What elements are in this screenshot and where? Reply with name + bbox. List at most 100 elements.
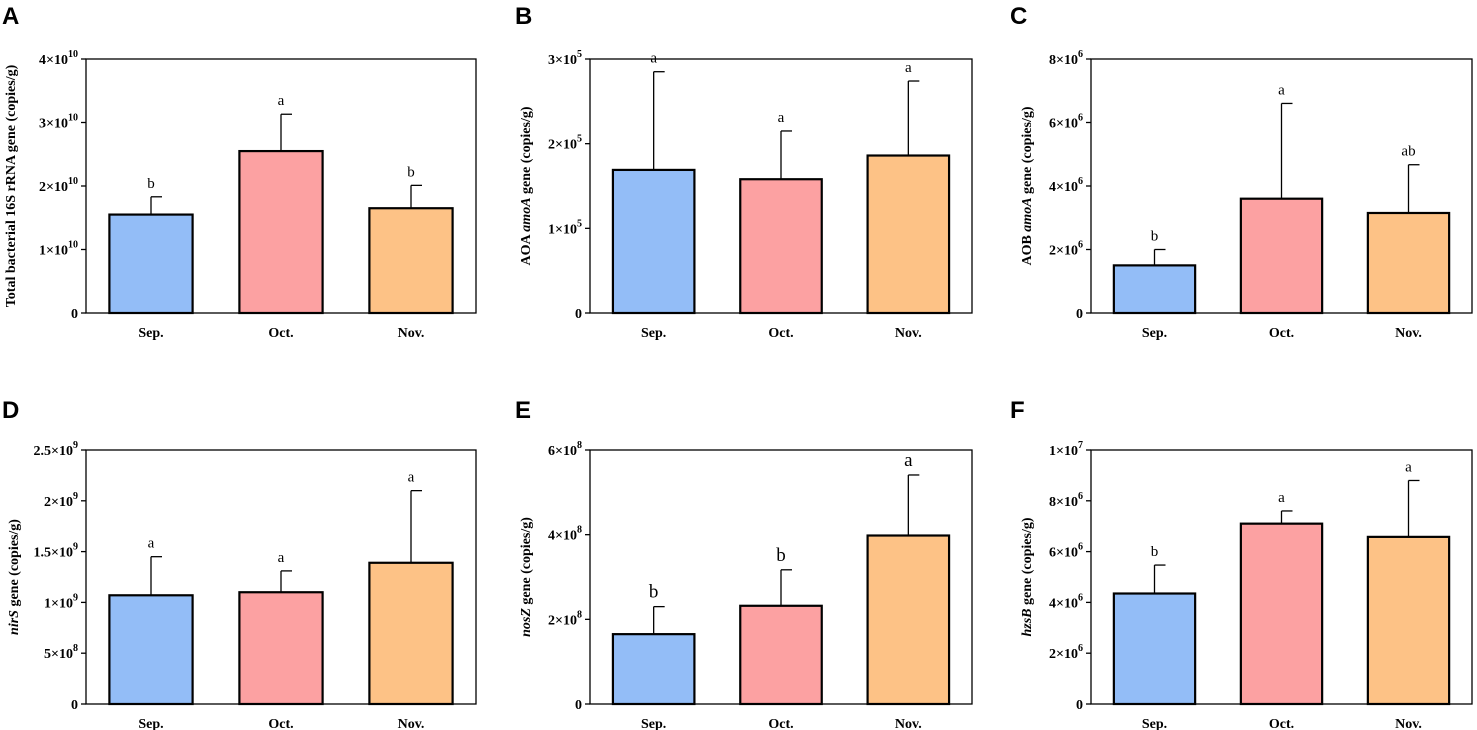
bar-oct (1239, 522, 1324, 706)
y-axis-label: Total bacterial 16S rRNA gene (copies/g) (4, 64, 19, 307)
x-tick-label: Sep. (1142, 717, 1167, 730)
bar-nov (1366, 211, 1451, 315)
chart-panel-e: Eb Sep. b Oct. a Nov. 0 2×108 4×108 6×108 nosZ gen… (515, 397, 973, 730)
y-tick-label: 5×108 (44, 643, 78, 662)
panel-letter: F (1010, 397, 1025, 424)
chart-panel-a: Ab Sep. a Oct. b Nov. 0 1×1010 2×1010 3×1010 4×101… (2, 3, 477, 341)
significance-letter: a (408, 470, 415, 486)
significance-letter: a (278, 93, 285, 109)
y-tick-label: 4×106 (1049, 176, 1083, 195)
y-axis-label: nirS gene (copies/g) (7, 519, 22, 635)
bar-sep (108, 594, 194, 706)
x-tick-label: Oct. (1269, 717, 1294, 730)
panel-letter: A (2, 3, 19, 30)
bar-nov (866, 534, 951, 706)
chart-panel-d: Da Sep. a Oct. a Nov. 0 5×108 1×109 1.5×109 2×109 2… (2, 397, 477, 730)
significance-letter: a (148, 536, 155, 552)
panel-letter: E (515, 397, 531, 424)
significance-letter: a (904, 450, 913, 471)
significance-letter: a (1405, 459, 1412, 475)
y-tick-label: 0 (1076, 698, 1083, 713)
x-tick-label: Sep. (138, 717, 163, 730)
x-tick-label: Nov. (895, 326, 922, 341)
bar-oct (238, 149, 324, 315)
y-tick-label: 1×1010 (39, 240, 78, 259)
bar-oct (1239, 197, 1324, 315)
y-tick-label: 2×105 (548, 134, 582, 153)
bar-sep (611, 168, 696, 315)
significance-letter: ab (1401, 144, 1415, 160)
y-tick-label: 0 (575, 307, 582, 322)
chart-panel-f: Fb Sep. a Oct. a Nov. 0 2×106 4×106 6×106 8×106 1×1… (1010, 397, 1473, 730)
x-tick-label: Sep. (641, 326, 666, 341)
y-tick-label: 4×1010 (39, 49, 78, 68)
y-tick-label: 1.5×109 (34, 542, 78, 561)
y-tick-label: 8×106 (1049, 49, 1083, 68)
significance-letter: b (776, 545, 786, 566)
x-tick-label: Nov. (1395, 717, 1422, 730)
y-tick-label: 1×107 (1049, 440, 1083, 459)
y-tick-label: 6×106 (1049, 542, 1083, 561)
x-tick-label: Oct. (268, 717, 293, 730)
bar-nov (1366, 535, 1451, 706)
y-tick-label: 0 (1076, 307, 1083, 322)
bar-oct (739, 604, 823, 706)
x-tick-label: Oct. (1269, 326, 1294, 341)
y-tick-label: 2×1010 (39, 176, 78, 195)
panel-letter: B (515, 3, 532, 30)
x-tick-label: Oct. (768, 326, 793, 341)
bar-sep (1112, 264, 1197, 315)
significance-letter: a (778, 110, 785, 126)
bar-nov (368, 561, 454, 706)
significance-letter: b (649, 582, 659, 603)
significance-letter: b (147, 176, 155, 192)
bar-oct (238, 591, 324, 706)
y-tick-label: 0 (575, 698, 582, 713)
y-tick-label: 2.5×109 (34, 440, 78, 459)
y-tick-label: 3×1010 (39, 113, 78, 132)
y-tick-label: 2×106 (1049, 240, 1083, 259)
x-tick-label: Sep. (641, 717, 666, 730)
x-tick-label: Oct. (768, 717, 793, 730)
bar-oct (739, 178, 823, 315)
y-tick-label: 3×105 (548, 49, 582, 68)
significance-letter: b (1151, 229, 1159, 245)
plot-frame (589, 58, 973, 314)
significance-letter: b (407, 164, 415, 180)
plot-frame (85, 449, 477, 705)
plot-frame (1090, 449, 1473, 705)
panel-letter: D (2, 397, 19, 424)
y-tick-label: 2×109 (44, 491, 78, 510)
y-tick-label: 1×105 (548, 218, 582, 237)
bar-nov (866, 154, 951, 315)
y-tick-label: 2×108 (548, 609, 582, 628)
significance-letter: a (1278, 490, 1285, 506)
y-axis-label: nosZ gene (copies/g) (519, 517, 534, 637)
x-tick-label: Oct. (268, 326, 293, 341)
panel-letter: C (1010, 3, 1027, 30)
y-tick-label: 4×106 (1049, 592, 1083, 611)
x-tick-label: Nov. (398, 326, 425, 341)
y-tick-label: 4×108 (548, 525, 582, 544)
significance-letter: a (1278, 82, 1285, 98)
x-tick-label: Sep. (1142, 326, 1167, 341)
y-tick-label: 6×106 (1049, 113, 1083, 132)
x-tick-label: Nov. (895, 717, 922, 730)
bar-sep (1112, 592, 1197, 706)
y-tick-label: 0 (71, 307, 78, 322)
x-tick-label: Nov. (398, 717, 425, 730)
significance-letter: a (278, 550, 285, 566)
y-tick-label: 1×109 (44, 592, 78, 611)
y-axis-label: AOB amoA gene (copies/g) (1020, 106, 1035, 265)
plot-frame (589, 449, 973, 705)
y-axis-label: hzsB gene (copies/g) (1020, 517, 1035, 636)
y-tick-label: 0 (71, 698, 78, 713)
bar-nov (368, 207, 454, 315)
x-tick-label: Sep. (138, 326, 163, 341)
significance-letter: b (1151, 544, 1159, 560)
x-tick-label: Nov. (1395, 326, 1422, 341)
y-tick-label: 2×106 (1049, 643, 1083, 662)
y-tick-label: 8×106 (1049, 491, 1083, 510)
